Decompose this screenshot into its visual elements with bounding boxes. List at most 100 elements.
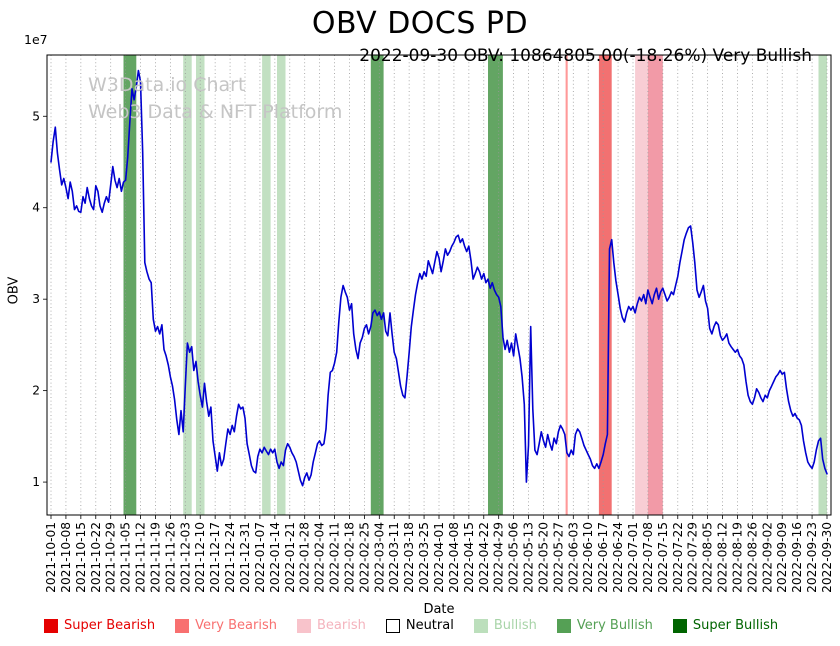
x-tick-label: 2022-04-08 [447,522,461,593]
x-tick-label: 2022-04-01 [432,522,446,593]
legend-label: Very Bullish [576,618,653,633]
x-tick-label: 2022-09-09 [775,522,789,593]
x-tick-label: 2021-10-08 [59,522,73,593]
x-tick-label: 2022-04-29 [492,522,506,593]
x-tick-label: 2022-06-03 [566,522,580,593]
x-tick-label: 2022-02-11 [328,522,342,593]
y-tick-label: 2 [32,384,40,398]
y-axis-label: OBV [6,276,22,305]
x-tick-label: 2022-09-30 [820,522,834,593]
x-tick-label: 2022-02-04 [313,522,327,593]
x-tick-label: 2022-03-11 [387,522,401,593]
x-tick-label: 2022-06-24 [611,522,625,593]
legend: Super Bearish Very Bearish Bearish Neutral B… [44,618,778,633]
y-tick-label: 4 [32,201,40,215]
legend-swatch [385,618,400,633]
watermark-line-2: Web3 Data & NFT Platform [88,100,343,123]
x-tick-label: 2022-08-12 [716,522,730,593]
x-tick-label: 2022-09-16 [790,522,804,593]
x-tick-label: 2022-01-28 [298,522,312,593]
legend-item: Neutral [385,618,454,633]
obv-line-series [50,69,828,487]
x-tick-label: 2022-03-04 [372,522,386,593]
x-tick-label: 2021-10-01 [44,522,58,593]
x-tick-label: 2022-02-25 [357,522,371,593]
x-tick-label: 2021-10-15 [74,522,88,593]
x-tick-label: 2021-11-26 [163,522,177,593]
y-tick-label: 3 [32,292,40,306]
signal-band [370,55,384,515]
signal-band [565,55,568,515]
x-tick-label: 2022-06-10 [581,522,595,593]
x-tick-label: 2022-01-07 [253,522,267,593]
x-tick-label: 2022-08-05 [701,522,715,593]
x-tick-label: 2021-10-29 [104,522,118,593]
x-tick-label: 2022-05-20 [536,522,550,593]
legend-label: Bearish [316,618,366,633]
legend-swatch [44,618,58,633]
x-tick-label: 2021-11-12 [134,522,148,593]
signal-band [262,55,271,515]
x-tick-label: 2022-04-15 [462,522,476,593]
y-tick-label: 1 [32,475,40,489]
y-tick-label: 5 [32,109,40,123]
x-tick-label: 2021-12-03 [178,522,192,593]
x-tick-label: 2022-07-01 [626,522,640,593]
signal-band [196,55,205,515]
x-tick-label: 2022-03-25 [417,522,431,593]
signal-band [183,55,192,515]
legend-swatch [296,618,311,633]
x-tick-label: 2022-05-13 [522,522,536,593]
watermark-line-1: W3Data.io Chart [88,74,246,96]
x-tick-label: 2021-11-19 [148,522,162,593]
x-tick-label: 2021-11-05 [119,522,133,593]
legend-item: Bullish [473,618,537,633]
x-tick-label: 2022-05-06 [507,522,521,593]
legend-label: Neutral [405,618,454,633]
y-axis-multiplier: 1e7 [24,32,48,47]
watermark: W3Data.io Chart Web3 Data & NFT Platform [88,72,342,126]
x-tick-label: 2022-04-22 [477,522,491,593]
x-tick-label: 2022-07-08 [641,522,655,593]
legend-swatch [175,618,190,633]
x-tick-label: 2022-07-15 [656,522,670,593]
legend-item: Super Bearish [44,618,155,633]
signal-band [635,55,648,515]
x-tick-label: 2021-12-10 [193,522,207,593]
legend-label: Super Bullish [692,618,779,633]
chart-title: OBV DOCS PD [311,6,529,41]
x-tick-label: 2022-07-29 [686,522,700,593]
legend-label: Very Bearish [195,618,277,633]
x-tick-label: 2022-01-14 [268,522,282,593]
signal-band [488,55,503,515]
legend-label: Super Bearish [64,618,156,633]
legend-item: Bearish [296,618,366,633]
plot-frame [46,54,832,516]
x-tick-label: 2022-07-22 [671,522,685,593]
x-tick-label: 2022-08-26 [745,522,759,593]
x-axis-label: Date [423,602,455,617]
x-tick-label: 2021-10-22 [89,522,103,593]
x-tick-label: 2022-06-17 [596,522,610,593]
signal-band [277,55,286,515]
x-tick-label: 2021-12-24 [223,522,237,593]
legend-label: Bullish [493,618,537,633]
x-tick-label: 2022-03-18 [402,522,416,593]
x-tick-label: 2021-12-17 [208,522,222,593]
signal-band [647,55,663,515]
legend-swatch [672,618,687,633]
x-tick-label: 2022-09-02 [760,522,774,593]
x-tick-label: 2022-09-23 [805,522,819,593]
x-tick-label: 2022-08-19 [730,522,744,593]
x-tick-label: 2022-01-21 [283,522,297,593]
legend-swatch [473,618,488,633]
chart-subtitle: 2022-09-30 OBV: 10864805.00(-18.26%) Ver… [359,46,812,66]
legend-item: Very Bearish [175,618,277,633]
x-tick-label: 2022-05-27 [551,522,565,593]
legend-item: Very Bullish [556,618,653,633]
x-tick-label: 2022-02-18 [342,522,356,593]
legend-swatch [556,618,571,633]
signal-band [818,55,827,515]
